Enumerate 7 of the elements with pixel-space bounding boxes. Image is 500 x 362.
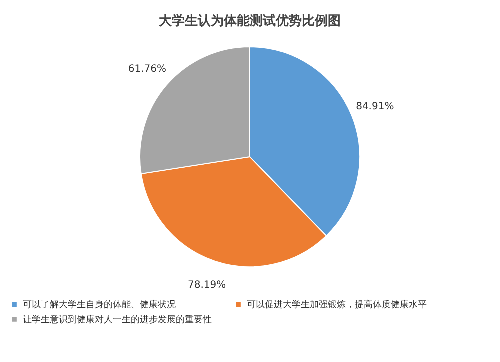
legend-label: 可以促进大学生加强锻炼，提高体质健康水平 — [247, 300, 427, 311]
data-label: 61.76% — [128, 64, 167, 76]
legend-label: 可以了解大学生自身的体能、健康状况 — [23, 300, 176, 311]
chart-title: 大学生认为体能测试优势比例图 — [159, 13, 341, 29]
data-label: 78.19% — [188, 280, 226, 291]
legend-label: 让学生意识到健康对人一生的进步发展的重要性 — [23, 314, 212, 326]
data-label: 84.91% — [356, 101, 394, 112]
